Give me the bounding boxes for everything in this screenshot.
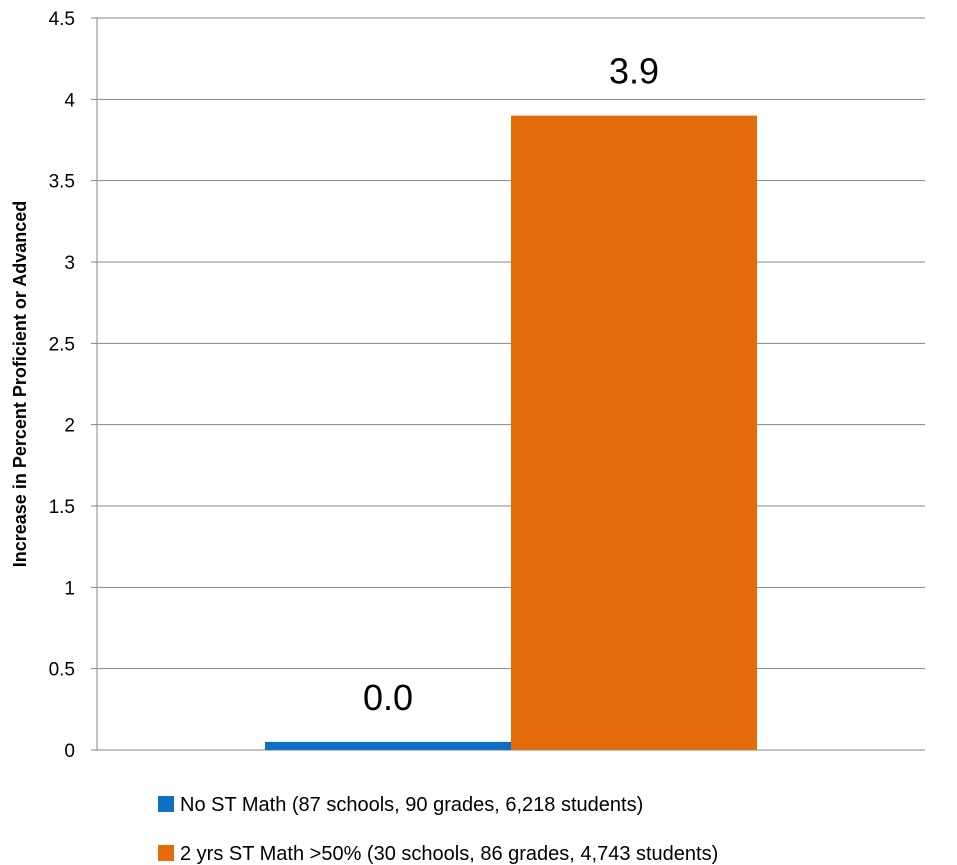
y-axis-title: Increase in Percent Proficient or Advanc… (10, 201, 30, 567)
y-tick-label: 0.5 (49, 660, 75, 681)
y-tick-label: 1 (64, 578, 75, 599)
legend-swatch-series-1 (158, 796, 174, 812)
legend: No ST Math (87 schools, 90 grades, 6,218… (158, 794, 718, 865)
legend-label-series-2: 2 yrs ST Math >50% (30 schools, 86 grade… (180, 843, 718, 865)
bars (265, 115, 757, 751)
y-tick-label: 1.5 (49, 497, 75, 518)
y-axis-tick-labels: 0 0.5 1 1.5 2 2.5 3 3.5 4 4.5 (49, 9, 76, 762)
legend-swatch-series-2 (158, 845, 174, 861)
legend-label-series-1: No ST Math (87 schools, 90 grades, 6,218… (180, 794, 643, 816)
data-label-series-2: 3.9 (609, 51, 659, 92)
data-labels: 0.0 3.9 (363, 51, 659, 718)
y-tick-label: 4.5 (49, 9, 75, 30)
gridlines (91, 17, 925, 751)
y-tick-label: 3.5 (49, 172, 75, 193)
bar-series-1 (265, 741, 511, 750)
y-tick-label: 2 (64, 416, 75, 437)
y-tick-label: 0 (64, 741, 75, 762)
bar-series-2 (511, 115, 757, 751)
y-tick-label: 3 (64, 253, 75, 274)
y-tick-label: 4 (64, 90, 75, 111)
data-label-series-1: 0.0 (363, 677, 413, 718)
y-tick-label: 2.5 (49, 334, 75, 355)
